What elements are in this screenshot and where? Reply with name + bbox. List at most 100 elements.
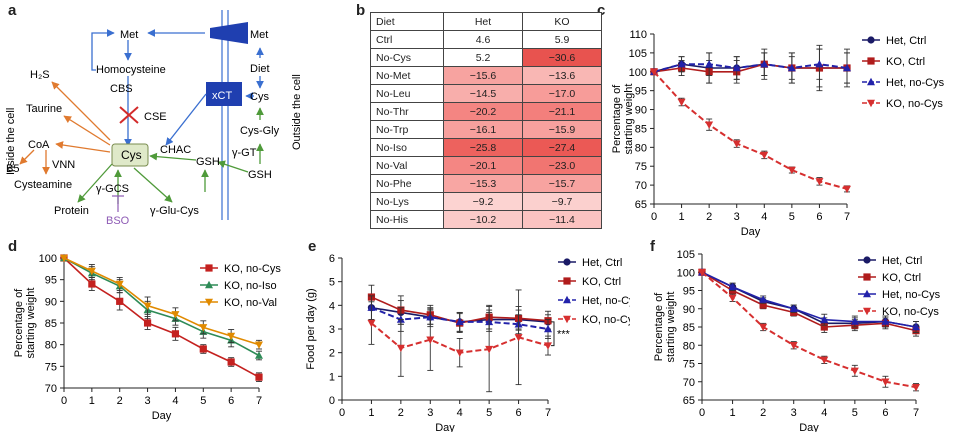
significance-bracket [551, 321, 555, 347]
data-point [787, 166, 796, 175]
series-ko-no-cys [60, 254, 263, 382]
legend-label: KO, no-Cys [882, 306, 939, 318]
data-point [760, 151, 769, 160]
series-ko-no-cys [650, 68, 851, 194]
y-tick-label: 4 [329, 300, 335, 312]
het-cell: −20.1 [443, 156, 523, 175]
data-point [514, 334, 523, 342]
het-cell: −25.8 [443, 138, 523, 157]
panel-label-f: f [650, 238, 655, 255]
x-tick-label: 7 [844, 211, 850, 223]
data-point [677, 98, 686, 107]
data-point [850, 317, 859, 325]
legend-label: Het, no-Cys [886, 77, 945, 89]
table-row: No-Lys −9.2 −9.7 [370, 192, 602, 211]
data-point [171, 311, 180, 319]
legend-label: Het, Ctrl [886, 35, 926, 47]
x-tick-label: 1 [679, 211, 685, 223]
x-tick-label: 1 [368, 407, 374, 419]
x-tick-label: 2 [398, 407, 404, 419]
data-point [115, 280, 124, 289]
data-point [60, 254, 68, 263]
data-point [87, 267, 96, 276]
node-b5: B5 [6, 163, 19, 175]
data-point [255, 351, 263, 359]
data-point [728, 282, 737, 291]
y-tick-label: 65 [635, 199, 647, 211]
y-tick-label: 90 [635, 105, 647, 117]
node-homocysteine: Homocysteine [96, 64, 166, 76]
node-met: Met [120, 29, 138, 41]
y-tick-label: 85 [683, 322, 695, 334]
panel-label-e: e [308, 238, 317, 255]
y-tick-label: 95 [45, 275, 57, 287]
x-axis-label: Day [799, 422, 819, 432]
x-tick-label: 0 [339, 407, 345, 419]
x-tick-label: 6 [516, 407, 522, 419]
data-point [544, 342, 552, 350]
diet-cell: Ctrl [370, 30, 444, 49]
y-tick-label: 75 [683, 359, 695, 371]
data-point [199, 345, 207, 353]
legend-label: KO, no-Cys [886, 98, 943, 110]
x-tick-label: 7 [256, 395, 262, 407]
het-cell: −9.2 [443, 192, 523, 211]
cys-box [111, 143, 149, 167]
x-tick-label: 4 [172, 395, 178, 407]
data-point [455, 349, 464, 357]
y-tick-label: 65 [683, 395, 695, 407]
series-line [701, 271, 917, 328]
series-het-no-cys [698, 268, 920, 333]
series-het-no-cys [650, 48, 851, 84]
x-tick-label: 5 [852, 407, 858, 419]
panel-label-d: d [8, 238, 18, 255]
y-tick-label: 105 [677, 249, 695, 261]
diet-cell: No-Lys [370, 192, 444, 211]
table-row: No-Cys 5.2 −30.6 [370, 48, 602, 67]
x-axis-label: Day [435, 422, 455, 432]
data-point [820, 315, 829, 323]
data-point [815, 60, 824, 68]
node-gsh: GSH [196, 156, 220, 168]
series-line [63, 257, 260, 378]
y-tick-label: 2 [329, 348, 335, 360]
series-ko-ctrl [650, 48, 851, 88]
x-tick-label: 5 [200, 395, 206, 407]
het-cell: −14.5 [443, 84, 523, 103]
het-cell: −15.3 [443, 174, 523, 193]
outside-cell-label: Outside the cell [291, 74, 303, 150]
het-cell: −16.1 [443, 120, 523, 139]
ko-cell: −15.7 [522, 174, 602, 193]
y-tick-label: 6 [329, 253, 335, 265]
x-tick-label: 6 [816, 211, 822, 223]
series-line [63, 257, 260, 346]
x-tick-label: 7 [545, 407, 551, 419]
data-point [820, 356, 829, 365]
node-cysteamine: Cysteamine [14, 179, 72, 191]
data-point [650, 68, 658, 76]
y-tick-label: 5 [329, 277, 335, 289]
y-tick-label: 3 [329, 324, 335, 336]
data-point [705, 121, 714, 129]
legend-marker [563, 315, 571, 324]
data-point [912, 322, 920, 331]
legend-marker [863, 273, 871, 281]
y-axis-label: starting weight [665, 292, 677, 363]
node-cys: Cys [121, 148, 142, 162]
node-diet: Diet [250, 63, 270, 75]
table-row: No-Trp −16.1 −15.9 [370, 120, 602, 139]
table-row: No-Iso −25.8 −27.4 [370, 138, 602, 157]
y-axis-label: starting weight [623, 84, 635, 155]
x-tick-label: 0 [61, 395, 67, 407]
met-transporter-icon [210, 22, 248, 44]
series-line [653, 71, 848, 190]
header-diet: Diet [370, 12, 444, 31]
y-tick-label: 110 [629, 29, 647, 41]
series-line [701, 271, 917, 389]
node-vnn: VNN [52, 159, 75, 171]
data-point [789, 304, 798, 312]
legend-label: KO, no-Cys [582, 314, 630, 326]
data-point [171, 330, 180, 338]
ko-cell: −23.0 [522, 156, 602, 175]
data-point [912, 384, 920, 392]
